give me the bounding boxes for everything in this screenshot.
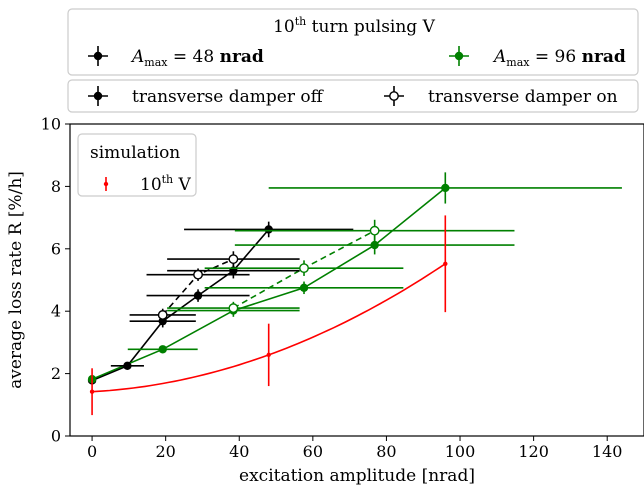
plot-content xyxy=(87,172,622,416)
data-point xyxy=(89,389,95,394)
legend-marker-damper-on xyxy=(384,86,404,106)
sim-legend: simulation 10th V xyxy=(77,133,197,197)
legend-label-damper-off: transverse damper off xyxy=(132,87,325,107)
y-axis-label: average loss rate R [%/h] xyxy=(6,171,26,389)
legend-label-damper-on: transverse damper on xyxy=(428,87,618,107)
series-line xyxy=(91,228,270,382)
sim-legend-label: 10th V xyxy=(140,173,192,195)
data-point xyxy=(193,269,203,280)
top-legend-title: 10th turn pulsing V xyxy=(273,15,435,37)
data-point xyxy=(158,345,167,354)
data-point xyxy=(264,225,273,234)
x-tick-label: 0 xyxy=(87,442,97,461)
data-point xyxy=(441,183,450,193)
sim-legend-frame xyxy=(77,133,197,197)
x-tick-label: 140 xyxy=(592,442,623,461)
series-line xyxy=(91,187,446,380)
data-point xyxy=(266,352,271,358)
data-point xyxy=(157,310,168,320)
data-point xyxy=(443,261,448,266)
legend-marker-96 xyxy=(449,46,469,66)
x-axis-ticks: 0 20 40 60 80 100 120 140 xyxy=(87,436,622,461)
legend-marker-damper-off xyxy=(88,86,108,106)
data-point xyxy=(228,254,239,264)
y-tick-label: 6 xyxy=(51,239,61,258)
y-tick-label: 4 xyxy=(51,302,61,321)
y-tick-label: 10 xyxy=(41,115,61,134)
legend-label-48: Amax = 48 nrad xyxy=(130,47,264,69)
legend-marker-48 xyxy=(88,46,108,66)
top-legend-frame xyxy=(67,8,639,76)
x-tick-label: 20 xyxy=(155,442,175,461)
y-tick-label: 2 xyxy=(51,364,61,383)
data-point xyxy=(123,361,132,370)
data-point xyxy=(369,225,380,236)
sim-legend-marker xyxy=(103,177,109,191)
data-point xyxy=(299,283,309,292)
plot-frame xyxy=(69,123,644,437)
damper-legend: transverse damper off transverse damper … xyxy=(67,79,639,113)
x-tick-label: 80 xyxy=(376,442,396,461)
legend-label-96: Amax = 96 nrad xyxy=(492,47,626,69)
y-axis-ticks: 0 2 4 6 8 10 xyxy=(41,115,70,446)
x-tick-label: 60 xyxy=(303,442,323,461)
y-tick-label: 8 xyxy=(51,177,61,196)
sim-legend-title: simulation xyxy=(90,143,180,163)
x-axis-label: excitation amplitude [nrad] xyxy=(239,466,475,486)
y-tick-label: 0 xyxy=(51,427,61,446)
damper-legend-frame xyxy=(67,79,639,113)
x-tick-label: 40 xyxy=(229,442,249,461)
x-tick-label: 120 xyxy=(518,442,549,461)
top-legend: 10th turn pulsing V Amax = 48 nrad Amax … xyxy=(67,8,639,76)
data-point xyxy=(228,303,239,313)
data-point xyxy=(193,291,203,300)
x-tick-label: 100 xyxy=(445,442,476,461)
data-point xyxy=(370,240,379,250)
plot-area: 0 20 40 60 80 100 120 140 0 2 4 6 8 10 xyxy=(41,115,644,461)
data-point xyxy=(299,263,309,274)
